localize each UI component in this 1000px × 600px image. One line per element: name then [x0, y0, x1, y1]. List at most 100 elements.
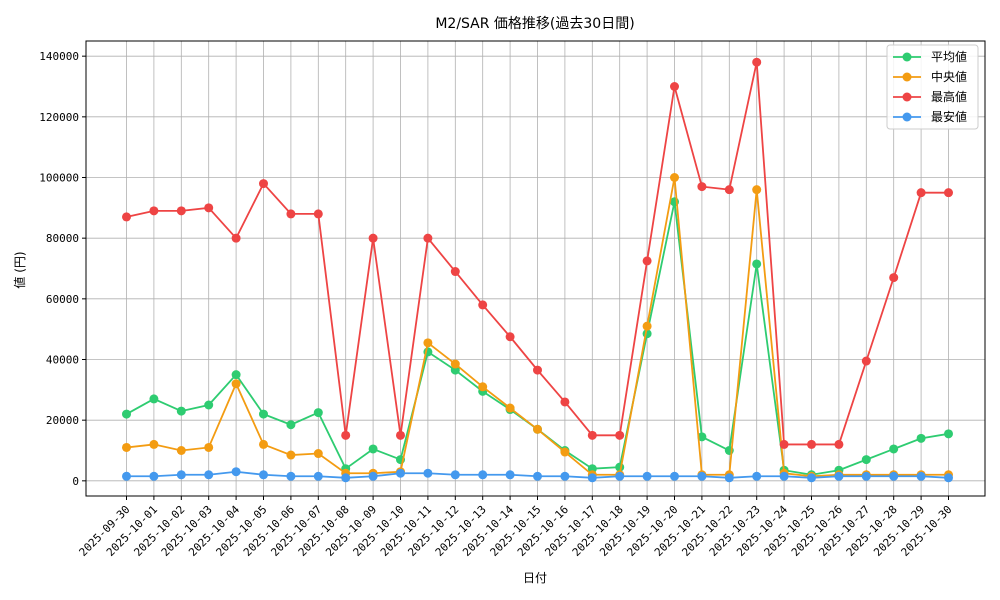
- data-point: [670, 82, 679, 91]
- data-point: [478, 470, 488, 480]
- data-point: [176, 470, 186, 480]
- chart-title: M2/SAR 価格推移(過去30日間): [435, 16, 634, 32]
- data-point: [231, 379, 241, 389]
- data-point: [889, 444, 899, 454]
- legend-swatch-marker: [902, 112, 912, 122]
- data-point: [450, 359, 460, 369]
- data-point: [807, 473, 816, 483]
- data-point: [724, 473, 734, 483]
- data-point: [670, 173, 679, 182]
- x-axis-ticks: 2025-09-302025-10-012025-10-022025-10-03…: [77, 496, 955, 559]
- data-point: [313, 209, 323, 219]
- data-point: [204, 442, 214, 452]
- data-point: [122, 471, 131, 481]
- y-tick-label: 120000: [39, 111, 79, 124]
- data-point: [916, 471, 926, 481]
- data-point: [834, 439, 844, 449]
- legend-swatch-marker: [902, 72, 912, 82]
- data-point: [122, 442, 131, 452]
- data-point: [916, 433, 926, 443]
- data-point: [313, 471, 323, 481]
- legend-label: 最高値: [931, 89, 967, 104]
- data-point: [861, 455, 871, 465]
- data-point: [560, 447, 570, 457]
- series-3: [122, 467, 953, 483]
- data-point: [313, 449, 323, 459]
- data-point: [533, 471, 542, 481]
- legend-label: 中央値: [931, 69, 967, 84]
- data-point: [615, 471, 625, 481]
- axes: [85, 40, 986, 497]
- data-point: [724, 185, 734, 195]
- legend-label: 平均値: [931, 49, 967, 64]
- data-point: [861, 356, 871, 366]
- y-tick-label: 40000: [46, 354, 79, 367]
- data-point: [560, 471, 570, 481]
- legend-swatch-marker: [902, 52, 912, 62]
- data-point: [368, 471, 378, 481]
- data-point: [396, 468, 405, 478]
- data-point: [231, 467, 241, 477]
- data-point: [944, 188, 953, 198]
- data-point: [697, 471, 707, 481]
- data-point: [505, 470, 515, 480]
- data-point: [752, 259, 762, 269]
- data-point: [533, 365, 542, 375]
- data-point: [587, 430, 597, 440]
- data-point: [916, 188, 926, 198]
- data-point: [944, 429, 953, 439]
- series-2: [122, 57, 953, 449]
- data-point: [204, 470, 214, 480]
- data-point: [231, 233, 241, 243]
- y-tick-label: 100000: [39, 172, 79, 185]
- plot-frame: [85, 40, 986, 497]
- data-point: [341, 473, 351, 483]
- data-point: [450, 267, 460, 277]
- data-point: [697, 432, 707, 442]
- data-point: [259, 409, 268, 419]
- data-point: [450, 470, 460, 480]
- data-point: [587, 473, 597, 483]
- legend-label: 最安値: [931, 109, 967, 124]
- y-tick-label: 20000: [46, 414, 79, 427]
- y-tick-label: 140000: [39, 50, 79, 63]
- data-point: [259, 470, 268, 480]
- data-point: [615, 430, 625, 440]
- data-point: [396, 430, 405, 440]
- data-point: [560, 397, 570, 407]
- data-point: [423, 468, 433, 478]
- data-point: [944, 473, 953, 483]
- data-point: [149, 394, 159, 404]
- data-point: [752, 471, 762, 481]
- data-point: [533, 424, 542, 434]
- data-point: [286, 450, 296, 460]
- data-point: [478, 382, 488, 392]
- data-point: [259, 179, 268, 189]
- data-point: [231, 370, 241, 380]
- data-point: [670, 471, 679, 481]
- data-point: [313, 408, 323, 418]
- y-tick-label: 0: [72, 475, 79, 488]
- data-point: [149, 206, 159, 216]
- data-point: [697, 182, 707, 192]
- data-point: [505, 332, 515, 342]
- data-point: [752, 57, 762, 67]
- data-point: [368, 233, 378, 243]
- data-point: [176, 446, 186, 455]
- legend-swatch-marker: [902, 92, 912, 102]
- data-point: [122, 409, 131, 419]
- series-group: [122, 57, 953, 483]
- data-point: [149, 439, 159, 449]
- data-point: [642, 256, 652, 266]
- data-point: [286, 209, 296, 219]
- data-point: [478, 300, 488, 310]
- data-point: [286, 420, 296, 430]
- data-point: [176, 206, 186, 216]
- data-point: [204, 400, 214, 410]
- data-point: [889, 471, 899, 481]
- data-point: [368, 444, 378, 454]
- data-point: [423, 338, 433, 348]
- data-point: [176, 406, 186, 416]
- x-axis-label: 日付: [523, 571, 547, 585]
